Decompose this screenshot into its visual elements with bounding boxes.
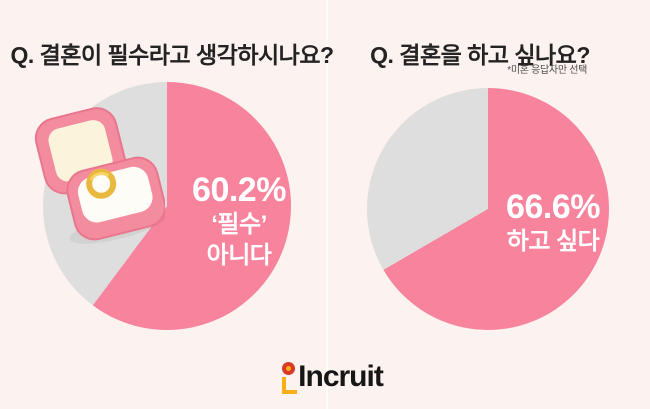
logo-dot-icon [282,362,296,375]
left-chart-title: Q. 결혼이 필수라고 생각하시나요? [10,42,334,68]
right-chart-subtitle: *미혼 응답자만 선택 [507,65,587,76]
right-pie-caption: 하고 싶다 [506,228,600,255]
panel-divider [326,0,328,409]
incruit-logo-text: Incruit [298,360,384,393]
left-pie-caption-line2: 아니다 [206,242,272,269]
right-pie-percent: 66.6% [506,188,600,226]
logo-l-icon [282,377,298,394]
left-pie-label: 60.2% ‘필수’ 아니다 [156,171,322,271]
incruit-logo: Incruit [6,355,650,399]
right-pie-label: 66.6% 하고 싶다 [470,188,636,257]
ring-box-illustration [34,107,165,244]
right-chart-title: Q. 결혼을 하고 싶나요? [370,42,590,68]
left-pie-percent: 60.2% [192,171,286,209]
incruit-logo-mark [279,359,298,395]
left-pie-caption-line1: ‘필수’ [211,211,267,238]
right-pie-chart [367,88,609,330]
